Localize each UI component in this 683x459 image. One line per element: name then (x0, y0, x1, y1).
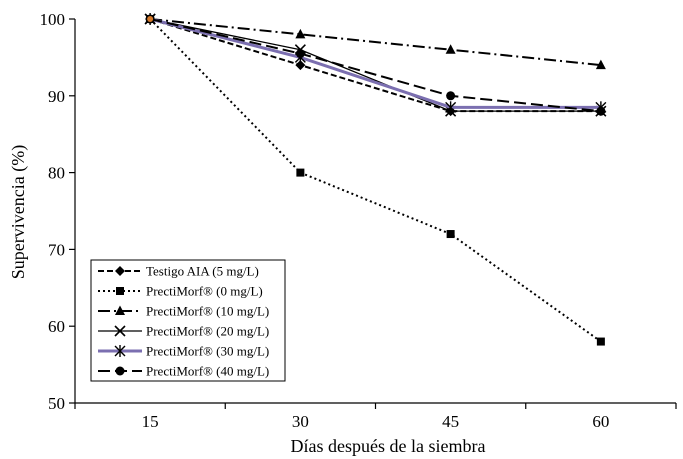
y-tick-label: 70 (48, 240, 65, 259)
data-point (596, 337, 605, 346)
y-axis-title: Supervivencia (%) (8, 145, 29, 279)
series-line (150, 18, 601, 67)
legend-label: PrectiMorf® (20 mg/L) (146, 324, 269, 339)
series-4 (144, 13, 607, 117)
y-tick-label: 50 (48, 394, 65, 413)
legend-label: Testigo AIA (5 mg/L) (146, 264, 259, 279)
x-tick-label: 45 (442, 412, 459, 431)
series-line (149, 18, 601, 112)
legend-item: Testigo AIA (5 mg/L) (98, 264, 259, 279)
data-point (115, 266, 125, 276)
legend-label: PrectiMorf® (10 mg/L) (146, 304, 269, 319)
legend-item: PrectiMorf® (40 mg/L) (98, 364, 269, 379)
series-layer (144, 13, 607, 346)
data-point (595, 59, 606, 70)
x-tick-label: 15 (142, 412, 159, 431)
series-1 (145, 14, 606, 117)
series-line (149, 17, 601, 109)
x-tick-label: 30 (292, 412, 309, 431)
y-tick-label: 60 (48, 317, 65, 336)
y-tick-label: 80 (48, 164, 65, 183)
legend: Testigo AIA (5 mg/L) PrectiMorf® (0 mg/L)… (90, 259, 286, 382)
data-point (446, 230, 455, 239)
data-point (115, 305, 125, 315)
legend-item: PrectiMorf® (30 mg/L) (98, 344, 269, 359)
legend-item: PrectiMorf® (20 mg/L) (98, 324, 269, 339)
data-point (446, 91, 456, 101)
data-point (115, 366, 125, 376)
legend-label: PrectiMorf® (30 mg/L) (146, 344, 269, 359)
y-tick-label: 100 (40, 10, 66, 29)
legend-item: PrectiMorf® (10 mg/L) (98, 304, 269, 319)
legend-box (90, 259, 286, 382)
legend-item: PrectiMorf® (0 mg/L) (98, 284, 263, 299)
series-line (149, 18, 601, 113)
data-point (295, 60, 306, 71)
data-point (114, 325, 126, 337)
data-point (295, 28, 306, 39)
y-tick-label: 90 (48, 87, 65, 106)
data-point (116, 287, 124, 295)
data-point (114, 345, 126, 357)
data-point (296, 168, 305, 177)
data-point (596, 106, 606, 116)
series-5 (144, 13, 607, 114)
series-3 (145, 13, 606, 70)
data-point (295, 49, 305, 59)
marker-stroke (114, 325, 126, 337)
x-axis-title: Días después de la siembra (291, 436, 486, 456)
legend-label: PrectiMorf® (40 mg/L) (146, 364, 269, 379)
data-point (445, 101, 457, 114)
series-line (149, 18, 602, 343)
series-6 (145, 14, 606, 116)
data-point (445, 44, 456, 54)
overlap-point (147, 16, 154, 22)
legend-label: PrectiMorf® (0 mg/L) (146, 284, 263, 299)
x-tick-label: 60 (592, 412, 609, 431)
axes: 50 60 70 80 90 100 15 30 45 60 (40, 10, 677, 431)
